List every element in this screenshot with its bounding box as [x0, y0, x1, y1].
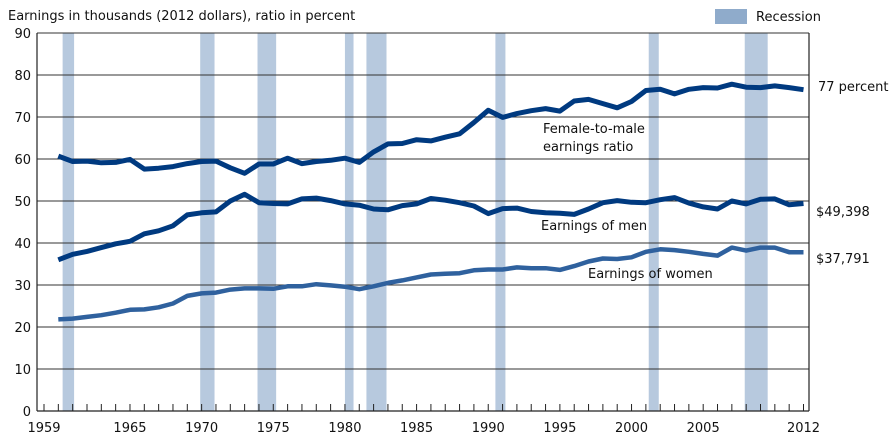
- ratio-series-label-line1: Female-to-male: [543, 122, 645, 137]
- women-end-label: $37,791: [816, 252, 870, 267]
- x-tick-label: 1970: [185, 421, 218, 436]
- x-tick-label: 1985: [400, 421, 433, 436]
- recession-band: [744, 33, 768, 411]
- x-tick-label: 1965: [113, 421, 146, 436]
- chart-title: Earnings in thousands (2012 dollars), ra…: [8, 9, 355, 24]
- y-tick-label: 60: [14, 153, 31, 168]
- x-tick-label: 1975: [257, 421, 290, 436]
- y-tick-label: 80: [14, 69, 31, 84]
- legend: Recession: [715, 9, 821, 25]
- legend-label-recession: Recession: [756, 10, 821, 25]
- x-tick-label: 1995: [543, 421, 576, 436]
- recession-band: [495, 33, 506, 411]
- recession-bands: [62, 33, 768, 411]
- y-tick-label: 0: [23, 405, 31, 420]
- y-tick-label: 90: [14, 27, 31, 42]
- recession-band: [62, 33, 75, 411]
- y-tick-label: 40: [14, 237, 31, 252]
- y-tick-label: 10: [14, 363, 31, 378]
- y-tick-label: 50: [14, 195, 31, 210]
- series-lines: [57, 81, 804, 322]
- x-tick-label: 1980: [328, 421, 361, 436]
- x-tick-labels: 1959 1965 1970 1975 1980 1985 1990 1995 2000 2005…: [27, 421, 820, 436]
- men-earnings-line: [57, 191, 804, 263]
- axes: [36, 33, 810, 412]
- y-tick-labels: 0 10 20 30 40 50 60 70 80 90: [14, 27, 31, 420]
- x-tick-label: 1959: [27, 421, 60, 436]
- x-tick-label: 1990: [472, 421, 505, 436]
- women-series-label: Earnings of women: [588, 267, 713, 282]
- recession-band: [200, 33, 215, 411]
- recession-band: [344, 33, 354, 411]
- ratio-series-label-line2: earnings ratio: [543, 140, 633, 155]
- x-tick-label: 2005: [687, 421, 720, 436]
- men-series-label: Earnings of men: [541, 219, 647, 234]
- women-earnings-line: [58, 245, 804, 322]
- x-tick-label: 2000: [615, 421, 648, 436]
- ratio-end-label: 77 percent: [818, 80, 888, 95]
- men-end-label: $49,398: [816, 205, 870, 220]
- y-tick-label: 20: [14, 321, 31, 336]
- recession-band: [257, 33, 277, 411]
- y-tick-label: 70: [14, 111, 31, 126]
- recession-band: [366, 33, 387, 411]
- ratio-line: [57, 81, 804, 176]
- y-tick-label: 30: [14, 279, 31, 294]
- recession-band: [648, 33, 659, 411]
- legend-swatch-recession: [715, 9, 747, 24]
- x-tick-label: 2012: [787, 421, 820, 436]
